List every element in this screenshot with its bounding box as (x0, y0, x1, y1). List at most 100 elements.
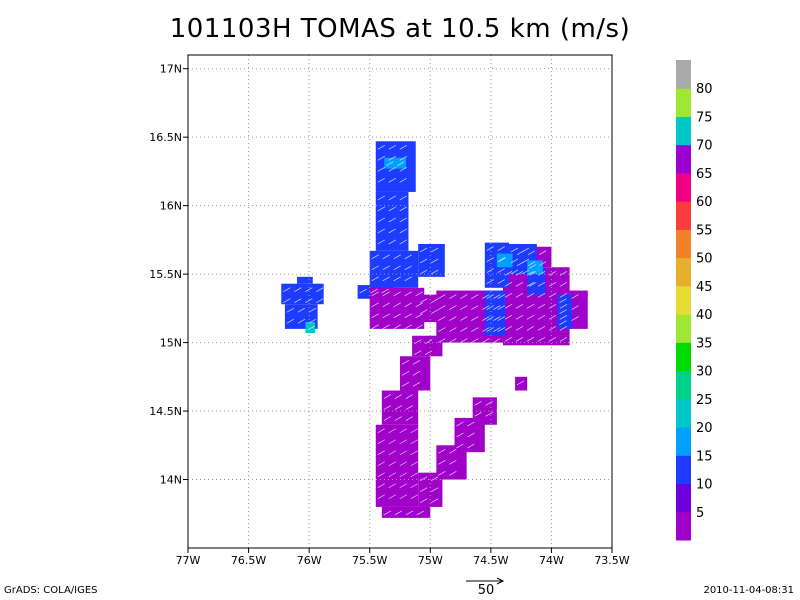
wind-vector (526, 314, 535, 320)
wind-vector (471, 305, 479, 310)
x-tick-label: 74.5W (473, 554, 508, 567)
wind-vector (515, 325, 524, 331)
wind-vector (394, 510, 403, 516)
wind-vector (498, 257, 507, 262)
reference-vector (466, 577, 505, 585)
colorbar-segment (676, 88, 691, 117)
wind-vector (388, 228, 396, 234)
colorbar-label: 5 (696, 506, 704, 521)
wind-vector (399, 166, 407, 172)
wind-vector (521, 247, 530, 253)
wind-vector (410, 483, 418, 489)
wind-vector (510, 258, 519, 264)
wind-vector (559, 336, 568, 342)
wind-vector (377, 239, 385, 245)
wind-vector (438, 294, 446, 299)
wind-vector (316, 287, 324, 293)
wind-vector (571, 316, 579, 321)
wind-vector (548, 325, 557, 331)
wind-vector (388, 472, 396, 478)
wind-vector (515, 303, 524, 309)
wind-vector (415, 313, 423, 319)
wind-vector (393, 291, 401, 297)
wind-vector (383, 510, 392, 516)
wind-vector (559, 309, 567, 314)
wind-vector (394, 394, 403, 399)
wind-vector (424, 350, 433, 356)
wind-vector (526, 336, 535, 342)
colorbar-segment (676, 285, 691, 315)
colorbar-segment (676, 201, 691, 230)
wind-vector (460, 316, 468, 321)
wind-vector (497, 316, 505, 321)
wind-vector (460, 305, 468, 310)
colorbar-segment (676, 342, 691, 372)
wind-vector (399, 239, 407, 245)
wind-vector (537, 303, 546, 309)
wind-vector (404, 276, 412, 282)
wind-vector (430, 487, 439, 492)
wind-vector (404, 324, 412, 330)
wind-vector (497, 279, 505, 284)
wind-vector (515, 314, 524, 320)
wind-vector (382, 313, 390, 319)
wind-vector (419, 498, 428, 503)
wind-vector (456, 432, 464, 438)
wind-vector (474, 412, 482, 417)
wind-vector (382, 324, 390, 330)
wind-vector (515, 336, 524, 342)
wind-vector (307, 325, 315, 331)
wind-vector (410, 450, 418, 456)
region-cell-0-0 (281, 283, 324, 305)
wind-vector (559, 314, 568, 320)
wind-vector (460, 338, 468, 343)
wind-vector (493, 327, 501, 332)
wind-vector (388, 439, 396, 445)
wind-vector (449, 459, 457, 465)
wind-vector (515, 281, 524, 287)
colorbar-label: 60 (696, 195, 713, 210)
wind-vector (430, 498, 439, 503)
wind-vector (559, 303, 568, 309)
colorbar-label: 20 (696, 421, 713, 436)
wind-vector (413, 339, 422, 345)
wind-vector (377, 483, 385, 489)
wind-vector (510, 269, 519, 275)
wind-vector (510, 247, 519, 253)
wind-vector (449, 294, 457, 299)
wind-vector (497, 246, 505, 251)
y-tick-label: 15.5N (149, 268, 182, 281)
wind-vector (399, 461, 407, 467)
colorbar: 5 10 15 20 25 30 35 40 45 50 55 60 65 70 75 80 (676, 60, 713, 541)
wind-vector (405, 394, 414, 399)
colorbar-label: 45 (696, 280, 713, 295)
wind-vector (401, 370, 410, 376)
colorbar-label: 50 (696, 252, 713, 267)
wind-vector (486, 305, 494, 310)
wind-vector (388, 483, 396, 489)
wind-vector (377, 461, 385, 467)
colorbar-segment (676, 314, 691, 343)
wind-vector (486, 294, 494, 299)
wind-vector (497, 294, 505, 299)
wind-vector (410, 428, 418, 434)
wind-vector (393, 302, 401, 308)
wind-vector (394, 416, 403, 421)
wind-vector (381, 288, 389, 294)
wind-vector (497, 268, 505, 273)
wind-vector (471, 294, 479, 299)
wind-vector (377, 206, 385, 212)
wind-vector (399, 144, 407, 150)
wind-vector (482, 327, 490, 332)
colorbar-label: 25 (696, 393, 713, 408)
wind-vector (538, 261, 547, 267)
wind-vector (571, 305, 579, 310)
footer-timestamp: 2010-11-04-08:31 (703, 585, 794, 596)
wind-vector (460, 294, 468, 299)
wind-vector (438, 459, 446, 465)
wind-vector (515, 292, 524, 298)
wind-vector (399, 483, 407, 489)
wind-vector (359, 288, 367, 294)
wind-vector (438, 470, 446, 476)
